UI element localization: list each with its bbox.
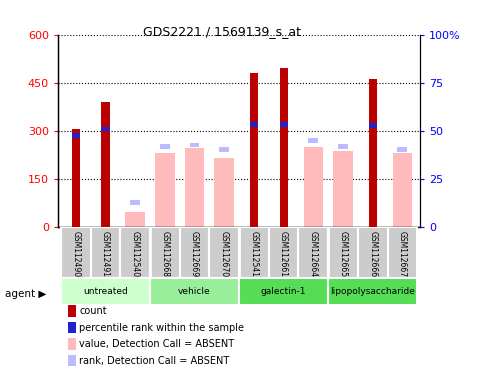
Bar <box>150 278 239 305</box>
Bar <box>280 68 288 227</box>
Bar <box>387 227 417 278</box>
Text: vehicle: vehicle <box>178 287 211 296</box>
Text: untreated: untreated <box>83 287 128 296</box>
Bar <box>303 147 323 227</box>
Bar <box>61 227 91 278</box>
Text: GSM112541: GSM112541 <box>249 231 258 277</box>
Text: GSM112670: GSM112670 <box>220 231 229 277</box>
Bar <box>160 144 170 149</box>
Bar <box>61 278 150 305</box>
Bar <box>101 127 110 131</box>
Bar <box>219 147 229 152</box>
Bar <box>101 102 110 227</box>
Bar <box>120 227 150 278</box>
Bar <box>393 153 412 227</box>
Text: rank, Detection Call = ABSENT: rank, Detection Call = ABSENT <box>79 356 229 366</box>
Bar <box>250 73 258 227</box>
Text: value, Detection Call = ABSENT: value, Detection Call = ABSENT <box>79 339 234 349</box>
Bar <box>180 227 210 278</box>
Text: GSM112661: GSM112661 <box>279 231 288 277</box>
Bar <box>328 278 417 305</box>
Bar <box>369 123 377 128</box>
Bar <box>71 133 80 138</box>
Text: GSM112668: GSM112668 <box>160 231 170 277</box>
Bar <box>328 227 358 278</box>
Text: GDS2221 / 1569139_s_at: GDS2221 / 1569139_s_at <box>143 25 301 38</box>
Bar <box>190 142 199 147</box>
Bar <box>250 122 258 127</box>
Bar <box>185 148 204 227</box>
Text: GSM112667: GSM112667 <box>398 231 407 277</box>
Bar <box>155 153 175 227</box>
Bar <box>338 144 348 149</box>
Bar <box>150 227 180 278</box>
Text: GSM112665: GSM112665 <box>339 231 347 277</box>
Bar <box>126 212 145 227</box>
Text: GSM112666: GSM112666 <box>368 231 377 277</box>
Text: GSM112664: GSM112664 <box>309 231 318 277</box>
Text: GSM112490: GSM112490 <box>71 231 80 277</box>
Bar <box>298 227 328 278</box>
Bar <box>239 278 328 305</box>
Text: GSM112491: GSM112491 <box>101 231 110 277</box>
Bar <box>91 227 120 278</box>
Bar <box>71 129 80 227</box>
Text: percentile rank within the sample: percentile rank within the sample <box>79 323 244 333</box>
Text: agent ▶: agent ▶ <box>5 289 46 299</box>
Text: lipopolysaccharide: lipopolysaccharide <box>330 287 415 296</box>
Bar <box>309 138 318 142</box>
Bar <box>239 227 269 278</box>
Bar <box>369 79 377 227</box>
Bar <box>280 122 288 127</box>
Bar <box>358 227 387 278</box>
Bar <box>210 227 239 278</box>
Bar <box>130 200 140 205</box>
Text: GSM112669: GSM112669 <box>190 231 199 277</box>
Bar <box>214 158 234 227</box>
Bar <box>333 151 353 227</box>
Text: count: count <box>79 306 107 316</box>
Bar <box>269 227 298 278</box>
Text: galectin-1: galectin-1 <box>261 287 306 296</box>
Text: GSM112540: GSM112540 <box>131 231 140 277</box>
Bar <box>398 147 407 152</box>
